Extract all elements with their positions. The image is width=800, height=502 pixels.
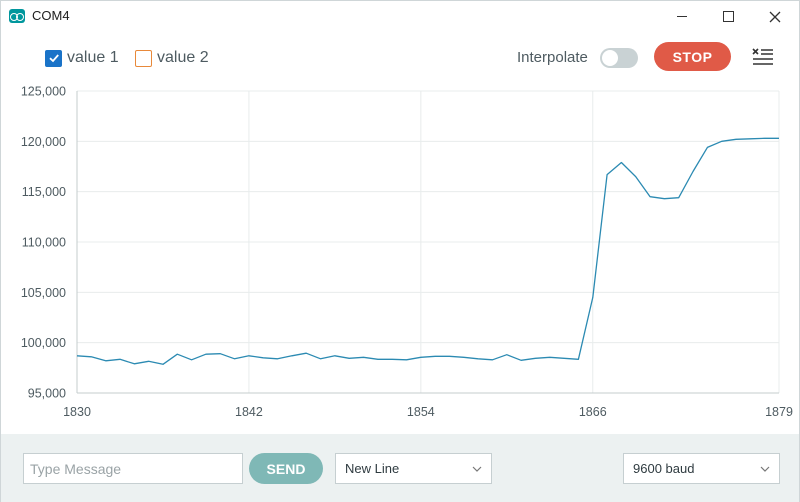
value-1-checkbox[interactable] [45, 49, 62, 67]
x-tick-label: 1866 [579, 405, 607, 419]
value-1-label: value 1 [67, 49, 119, 66]
y-tick-label: 105,000 [21, 286, 66, 300]
baud-rate-select[interactable]: 9600 baud [623, 453, 780, 484]
close-button[interactable] [752, 1, 798, 32]
x-tick-label: 1879 [765, 405, 793, 419]
window-title: COM4 [32, 8, 70, 23]
clear-list-icon [752, 48, 773, 65]
legend-item-value-2[interactable]: value 2 [135, 49, 209, 67]
value-2-label: value 2 [157, 49, 209, 66]
plot-area: 125,000 120,000 115,000 110,000 105,000 100,0… [21, 85, 793, 420]
interpolate-label: Interpolate [517, 49, 588, 66]
series [76, 137, 779, 365]
y-tick-label: 110,000 [22, 236, 66, 250]
line-ending-value: New Line [345, 461, 400, 476]
minimize-button[interactable] [659, 1, 705, 32]
bottom-bar: SEND New Line 9600 baud [1, 434, 799, 502]
message-input[interactable] [23, 453, 243, 484]
close-icon [769, 11, 781, 22]
series-line-value-1 [76, 137, 779, 365]
checkmark-icon [48, 54, 59, 63]
y-tick-label: 115,000 [22, 185, 66, 199]
legend-item-value-1[interactable]: value 1 [45, 49, 119, 67]
clear-output-button[interactable] [751, 46, 775, 68]
plotter-toolbar: value 1 value 2 Interpolate STOP [1, 32, 799, 80]
interpolate-toggle[interactable] [600, 48, 638, 68]
grid [76, 90, 780, 394]
y-tick-label: 95,000 [28, 387, 66, 401]
x-tick-label: 1842 [235, 405, 263, 419]
title-bar: COM4 [1, 1, 799, 32]
x-tick-label: 1854 [407, 405, 435, 419]
chevron-down-icon [472, 466, 482, 472]
stop-button[interactable]: STOP [654, 42, 731, 71]
baud-rate-value: 9600 baud [633, 461, 695, 476]
y-tick-label: 125,000 [21, 85, 66, 99]
y-tick-label: 120,000 [21, 135, 66, 149]
chevron-down-icon [760, 466, 770, 472]
y-axis: 125,000 120,000 115,000 110,000 105,000 100,0… [21, 85, 66, 401]
x-tick-label: 1830 [63, 405, 91, 419]
y-tick-label: 100,000 [21, 336, 66, 350]
value-2-checkbox[interactable] [135, 49, 152, 67]
maximize-button[interactable] [705, 1, 751, 32]
arduino-icon [9, 9, 25, 23]
line-ending-select[interactable]: New Line [335, 453, 492, 484]
x-axis: 1830 1842 1854 1866 1879 [63, 405, 793, 419]
send-button[interactable]: SEND [249, 453, 323, 484]
